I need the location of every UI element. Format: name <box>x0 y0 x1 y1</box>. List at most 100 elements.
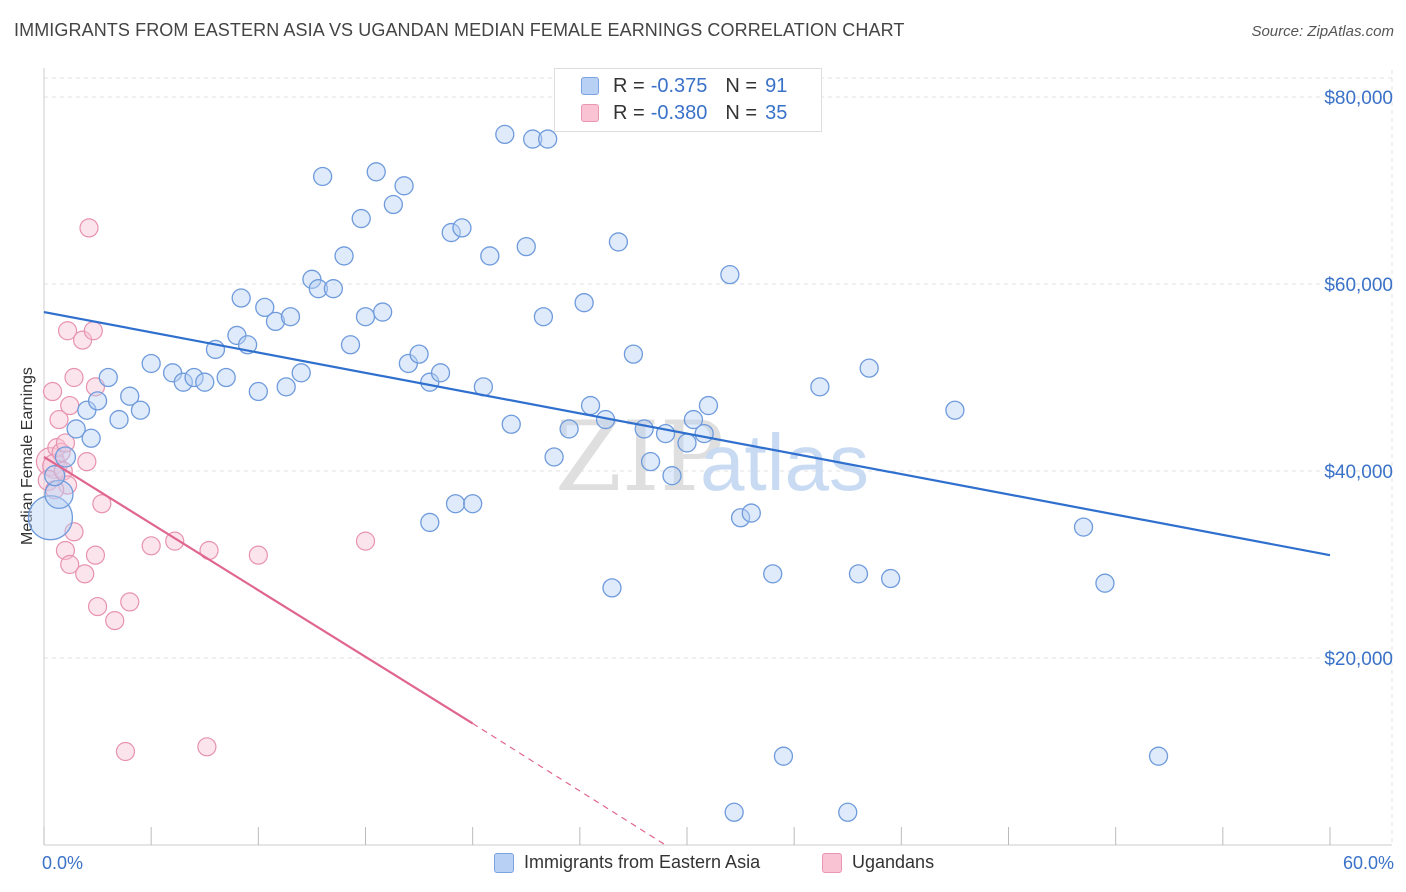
y-tick-label: $40,000 <box>1324 462 1393 483</box>
eastern-asia-point <box>323 279 344 299</box>
eastern-asia-point <box>480 246 500 266</box>
eastern-asia-point <box>54 446 77 468</box>
ugandans-point <box>60 395 80 416</box>
legend-swatch-pink <box>581 104 599 122</box>
eastern-asia-point <box>141 353 161 374</box>
eastern-asia-point <box>383 194 404 215</box>
eastern-asia-point <box>559 419 579 439</box>
ugandans-point <box>248 545 268 565</box>
watermark: ZIP atlas <box>555 401 869 513</box>
correlation-legend: R = -0.375 N = 91 R = -0.380 N = 35 <box>554 68 822 132</box>
bottom-legend-eastern-asia: Immigrants from Eastern Asia <box>494 852 760 873</box>
eastern-asia-point <box>81 428 101 448</box>
ugandans-point <box>85 377 106 397</box>
eastern-asia-point <box>463 494 483 514</box>
eastern-asia-point <box>372 302 393 322</box>
legend-r-label: R = <box>613 74 645 97</box>
eastern-asia-point <box>355 307 376 327</box>
eastern-asia-point <box>409 344 429 364</box>
legend-n-label: N = <box>725 74 758 97</box>
eastern-asia-point <box>640 451 661 472</box>
eastern-asia-point <box>501 414 521 434</box>
eastern-asia-point <box>859 358 879 378</box>
eastern-asia-point <box>720 264 740 285</box>
ugandans-point <box>51 442 71 462</box>
bottom-legend-label: Immigrants from Eastern Asia <box>524 852 761 872</box>
ugandans-point <box>120 592 140 612</box>
ugandans-point <box>77 452 97 472</box>
ugandans-point <box>141 536 161 556</box>
ugandans-point <box>75 564 95 584</box>
eastern-asia-point <box>445 494 466 514</box>
legend-n-label: N = <box>725 101 758 124</box>
ugandans-point <box>83 321 103 341</box>
eastern-asia-point <box>730 508 751 528</box>
eastern-asia-point <box>880 568 901 589</box>
eastern-asia-point <box>838 802 858 822</box>
eastern-asia-point <box>130 400 151 420</box>
eastern-asia-point <box>763 564 783 584</box>
watermark-zip: ZIP <box>555 401 724 513</box>
eastern-asia-point <box>216 367 236 388</box>
eastern-asia-point <box>495 124 515 145</box>
eastern-asia-point <box>291 363 311 383</box>
eastern-asia-point <box>184 367 204 388</box>
axis-layer <box>43 68 1392 846</box>
legend-n-value: 35 <box>765 101 788 124</box>
ugandans-point <box>85 545 106 565</box>
legend-r-value: -0.375 <box>650 74 708 97</box>
eastern-asia-point <box>340 335 361 355</box>
ugandans-point <box>42 381 63 402</box>
eastern-asia-point <box>280 307 301 327</box>
eastern-asia-point <box>334 246 354 266</box>
eastern-asia-point <box>945 400 965 420</box>
eastern-asia-point <box>312 166 333 187</box>
eastern-asia-point <box>662 466 682 486</box>
bottom-legend-label: Ugandans <box>852 852 935 872</box>
legend-row-eastern-asia: R = -0.375 N = 91 <box>581 74 787 98</box>
tick-labels: $20,000 $40,000 $60,000 $80,000 0.0% 60.0% <box>42 88 1394 873</box>
eastern-asia-point <box>623 344 644 364</box>
eastern-asia-trend-line <box>43 310 1331 557</box>
x-tick-label: 60.0% <box>1343 853 1394 873</box>
eastern-asia-point <box>276 377 296 397</box>
eastern-asia-point <box>231 288 251 308</box>
eastern-asia-point <box>248 381 268 402</box>
ugandans-point <box>49 409 69 430</box>
ugandans-point <box>355 531 376 551</box>
eastern-asia-point <box>351 208 371 229</box>
eastern-asia-point <box>634 419 654 439</box>
eastern-asia-point <box>533 307 554 327</box>
eastern-asia-point <box>574 293 594 313</box>
ugandans-point <box>79 218 99 238</box>
eastern-asia-point <box>430 363 451 383</box>
eastern-asia-point <box>109 409 129 430</box>
ugandans-point <box>64 522 84 542</box>
source-label: Source: ZipAtlas.com <box>1251 23 1394 40</box>
eastern-asia-point <box>420 512 440 533</box>
legend-r-value: -0.380 <box>650 101 708 124</box>
eastern-asia-point <box>602 578 622 598</box>
trend-lines <box>43 310 1331 846</box>
eastern-asia-point <box>195 372 215 392</box>
chart-title: IMMIGRANTS FROM EASTERN ASIA VS UGANDAN … <box>14 20 905 40</box>
eastern-asia-point <box>538 129 558 149</box>
ugandans-point <box>57 321 78 341</box>
x-tick-label: 0.0% <box>42 853 83 873</box>
eastern-asia-point <box>677 433 697 453</box>
ugandans-point <box>87 596 108 617</box>
eastern-asia-point <box>724 802 744 822</box>
ugandans-trend-extension <box>472 722 666 846</box>
eastern-asia-point <box>580 395 601 416</box>
eastern-asia-point <box>1073 517 1094 537</box>
ugandans-point <box>197 737 217 757</box>
y-tick-label: $80,000 <box>1324 88 1393 109</box>
eastern-asia-point <box>810 377 830 397</box>
eastern-asia-point <box>694 423 714 444</box>
eastern-asia-point <box>698 395 719 416</box>
eastern-asia-point <box>87 391 108 411</box>
ugandans-point <box>115 741 136 762</box>
ugandans-point <box>60 554 80 575</box>
ugandans-point <box>92 494 112 514</box>
